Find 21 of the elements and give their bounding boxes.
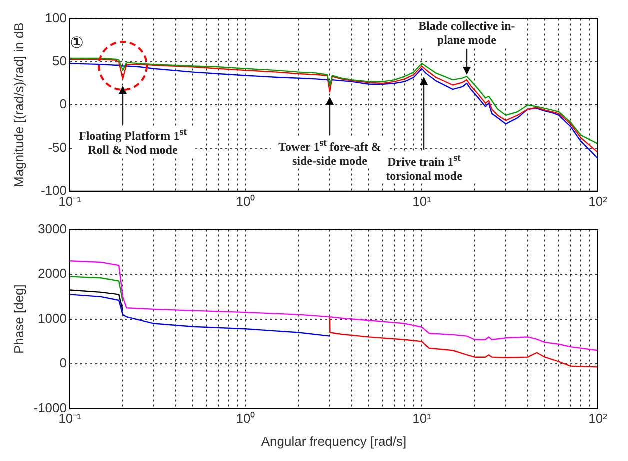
y-tick-label: 2000: [38, 266, 67, 282]
y-tick-label: 0: [60, 356, 67, 371]
annotation: Drive train 1$^{st}$ torsional mode: [372, 152, 476, 183]
x-tick-label: 10¹: [412, 194, 432, 209]
x-tick-label: 10²: [588, 411, 608, 426]
x-tick-label: 10⁰: [236, 194, 256, 209]
y-axis-title: Phase [deg]: [11, 284, 26, 354]
y-tick-label: 0: [60, 96, 67, 112]
x-tick-label: 10⁰: [236, 411, 256, 426]
x-tick-label: 10²: [588, 194, 608, 209]
y-tick-label: 1000: [38, 310, 67, 326]
annotation: ①: [69, 33, 85, 52]
y-tick-label: 3000: [38, 221, 67, 236]
y-axis-title: Magnitude [(rad/s)/rad] in dB: [11, 22, 26, 188]
y-tick-label: 50: [52, 54, 67, 69]
annotation: Blade collective in-plane mode: [410, 19, 523, 48]
annotation: Floating Platform 1$^{st}$ Roll & Nod mode: [72, 126, 194, 157]
y-tick-label: 100: [45, 10, 67, 26]
y-tick-label: -50: [48, 140, 67, 155]
x-tick-label: 10¹: [412, 411, 432, 426]
x-axis-title: Angular frequency [rad/s]: [261, 434, 407, 449]
